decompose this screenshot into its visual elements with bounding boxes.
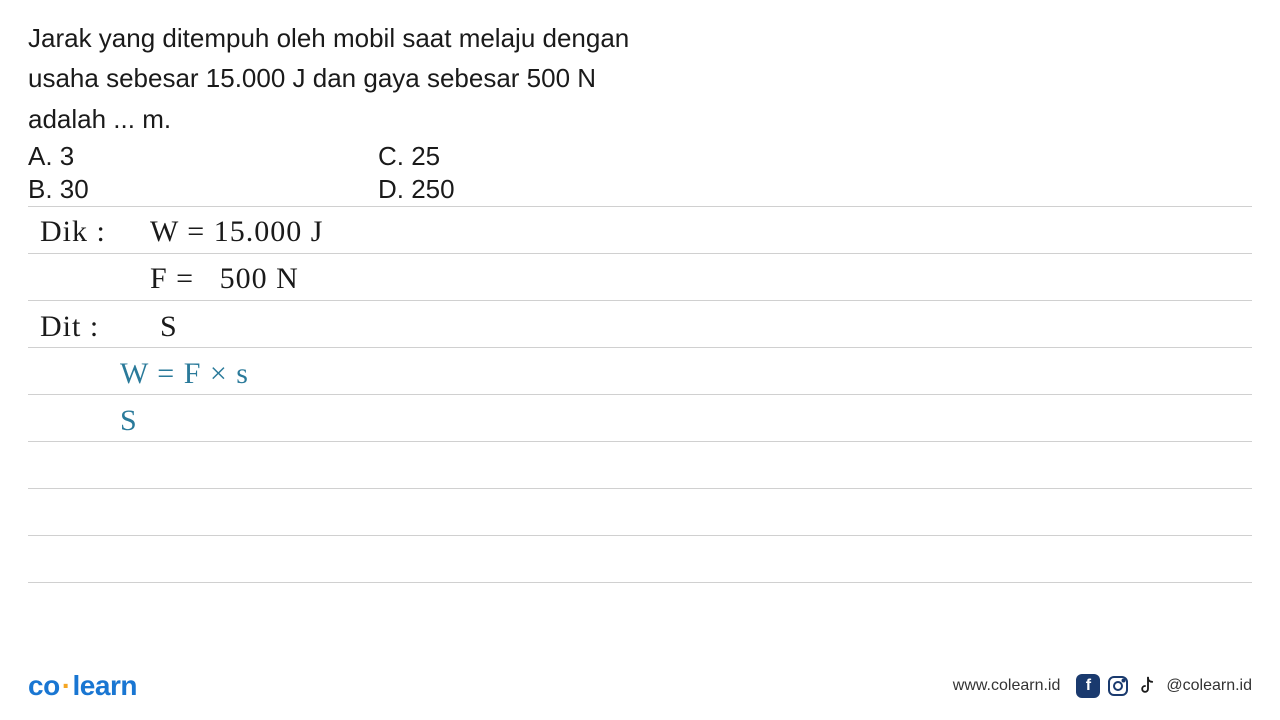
options-row-2: B. 30 D. 250 xyxy=(28,174,1252,205)
logo-dot-icon: · xyxy=(62,670,71,701)
handwriting-dik: Dik : xyxy=(40,215,106,249)
handwriting-w-eq: W = 15.000 J xyxy=(150,215,323,249)
ruled-line xyxy=(28,395,1252,442)
question-line-1: Jarak yang ditempuh oleh mobil saat mela… xyxy=(28,20,1252,56)
question-line-2: usaha sebesar 15.000 J dan gaya sebesar … xyxy=(28,60,1252,96)
option-c: C. 25 xyxy=(378,141,728,172)
ruled-line xyxy=(28,442,1252,489)
social-handle: @colearn.id xyxy=(1166,677,1252,695)
option-b: B. 30 xyxy=(28,174,378,205)
footer: co·learn www.colearn.id f @colearn.id xyxy=(0,670,1280,702)
logo: co·learn xyxy=(28,670,137,702)
handwriting-dit: Dit : xyxy=(40,310,99,344)
facebook-icon: f xyxy=(1076,674,1100,698)
ruled-line xyxy=(28,301,1252,348)
handwriting-formula: W = F × s xyxy=(120,357,249,391)
tiktok-icon xyxy=(1136,674,1160,698)
logo-co: co xyxy=(28,670,60,701)
footer-right: www.colearn.id f @colearn.id xyxy=(953,674,1252,698)
question-line-3: adalah ... m. xyxy=(28,101,1252,137)
handwriting-f-eq: F = 500 N xyxy=(150,262,299,296)
social-icons: f @colearn.id xyxy=(1076,674,1252,698)
handwriting-s-partial: S xyxy=(120,404,138,438)
handwriting-s: S xyxy=(160,310,178,344)
option-d: D. 250 xyxy=(378,174,728,205)
instagram-icon xyxy=(1106,674,1130,698)
logo-learn: learn xyxy=(73,670,137,701)
option-a: A. 3 xyxy=(28,141,378,172)
options-row-1: A. 3 C. 25 xyxy=(28,141,1252,172)
ruled-line xyxy=(28,536,1252,583)
ruled-line xyxy=(28,489,1252,536)
footer-url: www.colearn.id xyxy=(953,677,1061,695)
